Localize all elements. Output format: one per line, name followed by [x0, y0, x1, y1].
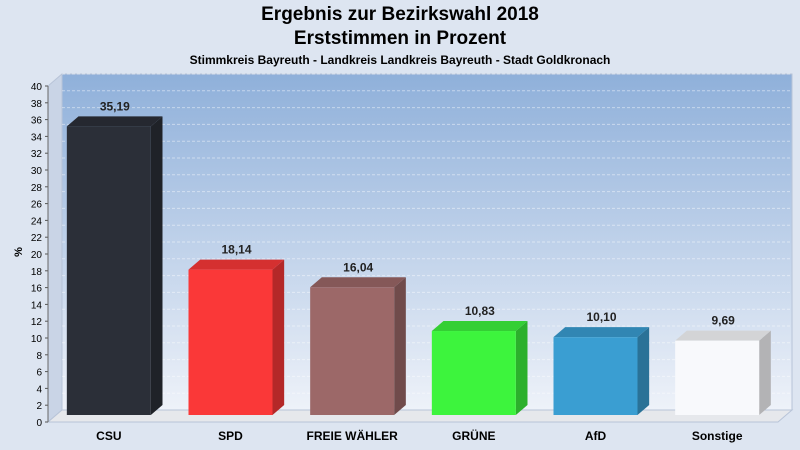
y-tick-label: 12 — [31, 317, 43, 328]
y-tick-label: 4 — [36, 384, 42, 395]
y-tick-label: 30 — [31, 166, 43, 177]
y-tick-label: 36 — [31, 116, 43, 127]
x-tick-label: SPD — [218, 429, 243, 443]
bar-freie-wähler — [310, 277, 406, 415]
bar-front — [66, 126, 151, 416]
y-tick-label: 24 — [31, 216, 43, 227]
x-tick-label: CSU — [96, 429, 121, 443]
y-tick-label: 38 — [31, 99, 43, 110]
chart-caption: Stimmkreis Bayreuth - Landkreis Landkrei… — [189, 53, 611, 67]
y-tick-label: 8 — [36, 351, 42, 362]
y-axis-label: % — [13, 247, 25, 257]
y-tick-label: 26 — [31, 200, 43, 211]
y-tick-label: 22 — [31, 233, 43, 244]
y-tick-label: 20 — [31, 250, 43, 261]
bar-side — [394, 277, 406, 415]
value-label: 35,19 — [100, 99, 130, 113]
x-tick-label: Sonstige — [692, 429, 743, 443]
value-label: 9,69 — [711, 314, 735, 328]
bar-front — [310, 287, 395, 415]
x-tick-label: GRÜNE — [452, 428, 495, 443]
back-wall — [61, 73, 793, 411]
bar-sonstige — [675, 330, 771, 415]
bar-top — [675, 330, 771, 341]
bar-front — [553, 337, 638, 415]
chart-subtitle: Erststimmen in Prozent — [293, 28, 507, 49]
bar-side — [272, 259, 285, 415]
y-tick-label: 34 — [31, 132, 43, 143]
value-label: 10,10 — [586, 310, 616, 324]
bar-side — [515, 321, 528, 415]
bar-top — [66, 116, 163, 127]
bar-front — [675, 340, 760, 415]
x-tick-label: FREIE WÄHLER — [306, 428, 398, 443]
bar-side — [637, 327, 650, 415]
y-tick-label: 32 — [31, 149, 43, 160]
bar-front — [188, 269, 273, 415]
bar-top — [188, 259, 285, 270]
y-tick-label: 0 — [36, 418, 42, 429]
y-tick-label: 40 — [31, 82, 43, 93]
y-tick-label: 10 — [31, 334, 43, 345]
gridlines — [62, 73, 792, 394]
bar-afd — [553, 327, 650, 415]
side-wall — [47, 72, 63, 424]
y-tick-label: 14 — [31, 300, 43, 311]
y-tick-label: 28 — [31, 183, 43, 194]
bar-front — [431, 331, 516, 415]
bar-spd — [188, 259, 285, 415]
bar-grüne — [431, 321, 528, 415]
bar-csu — [66, 116, 163, 416]
y-tick-label: 18 — [31, 267, 43, 278]
y-tick-label: 6 — [36, 368, 42, 379]
x-tick-label: AfD — [585, 429, 607, 443]
chart-title: Ergebnis zur Bezirkswahl 2018 — [261, 4, 539, 25]
bar-top — [310, 277, 406, 288]
bar-top — [431, 321, 528, 332]
bars — [66, 116, 771, 416]
value-label: 16,04 — [343, 260, 373, 274]
x-axis: CSU SPD FREIE WÄHLER GRÜNE AfD Sonstige — [96, 428, 743, 443]
bar-side — [150, 116, 163, 416]
bar-side — [759, 330, 771, 415]
value-labels: 35,19 18,14 16,04 10,83 10,10 9,69 — [100, 99, 735, 327]
value-label: 18,14 — [221, 243, 251, 257]
bar-top — [553, 327, 650, 338]
value-label: 10,83 — [465, 304, 495, 318]
y-tick-label: 16 — [31, 284, 43, 295]
y-tick-label: 2 — [36, 401, 42, 412]
